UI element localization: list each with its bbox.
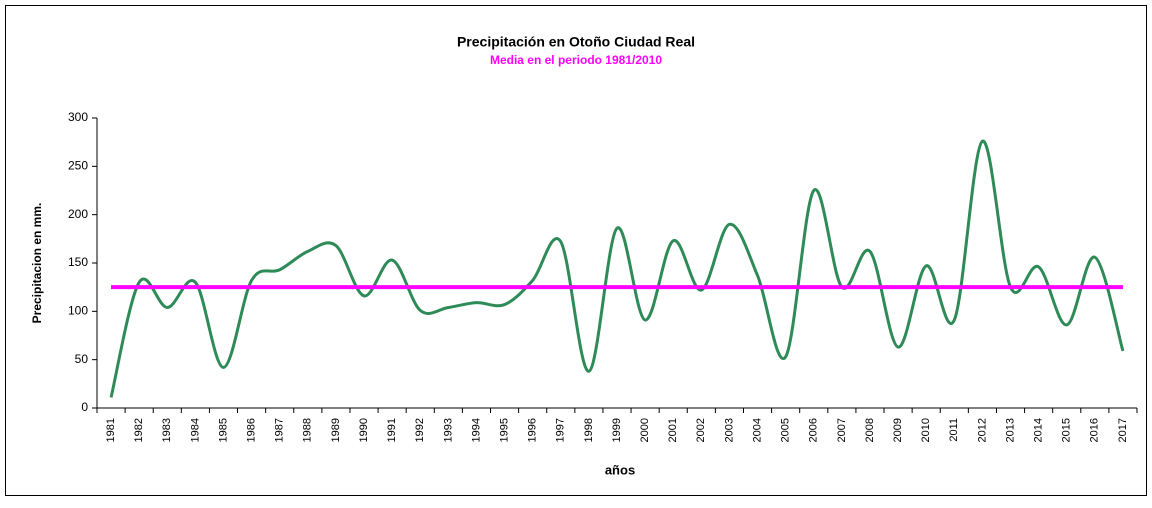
x-tick-label: 1999: [611, 418, 623, 442]
x-tick-label: 1985: [217, 418, 229, 442]
x-tick-label: 2016: [1089, 418, 1101, 442]
x-tick-label: 2014: [1033, 418, 1045, 442]
x-tick-label: 1988: [302, 418, 314, 442]
x-tick-label: 2004: [751, 418, 763, 442]
x-tick-label: 2008: [864, 418, 876, 442]
x-tick-label: 1989: [330, 418, 342, 442]
x-tick-label: 1987: [274, 418, 286, 442]
y-tick-label: 200: [68, 207, 88, 221]
x-tick-label: 1993: [442, 418, 454, 442]
y-tick-label: 0: [81, 400, 88, 414]
x-tick-label: 2007: [836, 418, 848, 442]
chart-subtitle: Media en el periodo 1981/2010: [490, 53, 662, 67]
x-tick-label: 2009: [892, 418, 904, 442]
x-tick-label: 2015: [1061, 418, 1073, 442]
x-axis-label: años: [605, 462, 635, 477]
x-tick-label: 2013: [1004, 418, 1016, 442]
x-tick-label: 2011: [948, 418, 960, 442]
x-tick-label: 2000: [639, 418, 651, 442]
x-tick-label: 1984: [189, 418, 201, 442]
y-tick-label: 100: [68, 304, 88, 318]
series-line: [109, 139, 1125, 398]
x-tick-label: 1994: [470, 418, 482, 442]
x-tick-label: 1983: [161, 418, 173, 442]
y-axis-label: Precipitacion en mm.: [30, 203, 44, 324]
x-tick-label: 2005: [780, 418, 792, 442]
x-tick-label: 1996: [527, 418, 539, 442]
y-tick-label: 50: [75, 352, 89, 366]
x-tick-label: 1981: [105, 418, 117, 442]
x-tick-label: 1995: [498, 418, 510, 442]
y-tick-label: 250: [68, 159, 88, 173]
x-tick-label: 1997: [555, 418, 567, 442]
x-tick-label: 2003: [723, 418, 735, 442]
x-tick-label: 1982: [133, 418, 145, 442]
x-tick-label: 1991: [386, 418, 398, 442]
x-tick-label: 2017: [1117, 418, 1129, 442]
y-tick-label: 150: [68, 255, 88, 269]
x-tick-label: 2006: [808, 418, 820, 442]
x-tick-label: 1990: [358, 418, 370, 442]
chart-title: Precipitación en Otoño Ciudad Real: [457, 34, 695, 50]
y-tick-label: 300: [68, 110, 88, 124]
x-tick-label: 2001: [667, 418, 679, 442]
x-tick-label: 1986: [246, 418, 258, 442]
x-tick-label: 2012: [976, 418, 988, 442]
x-tick-label: 1998: [583, 418, 595, 442]
chart-border: [5, 5, 1147, 496]
x-tick-label: 2010: [920, 418, 932, 442]
x-tick-label: 2002: [695, 418, 707, 442]
x-tick-label: 1992: [414, 418, 426, 442]
